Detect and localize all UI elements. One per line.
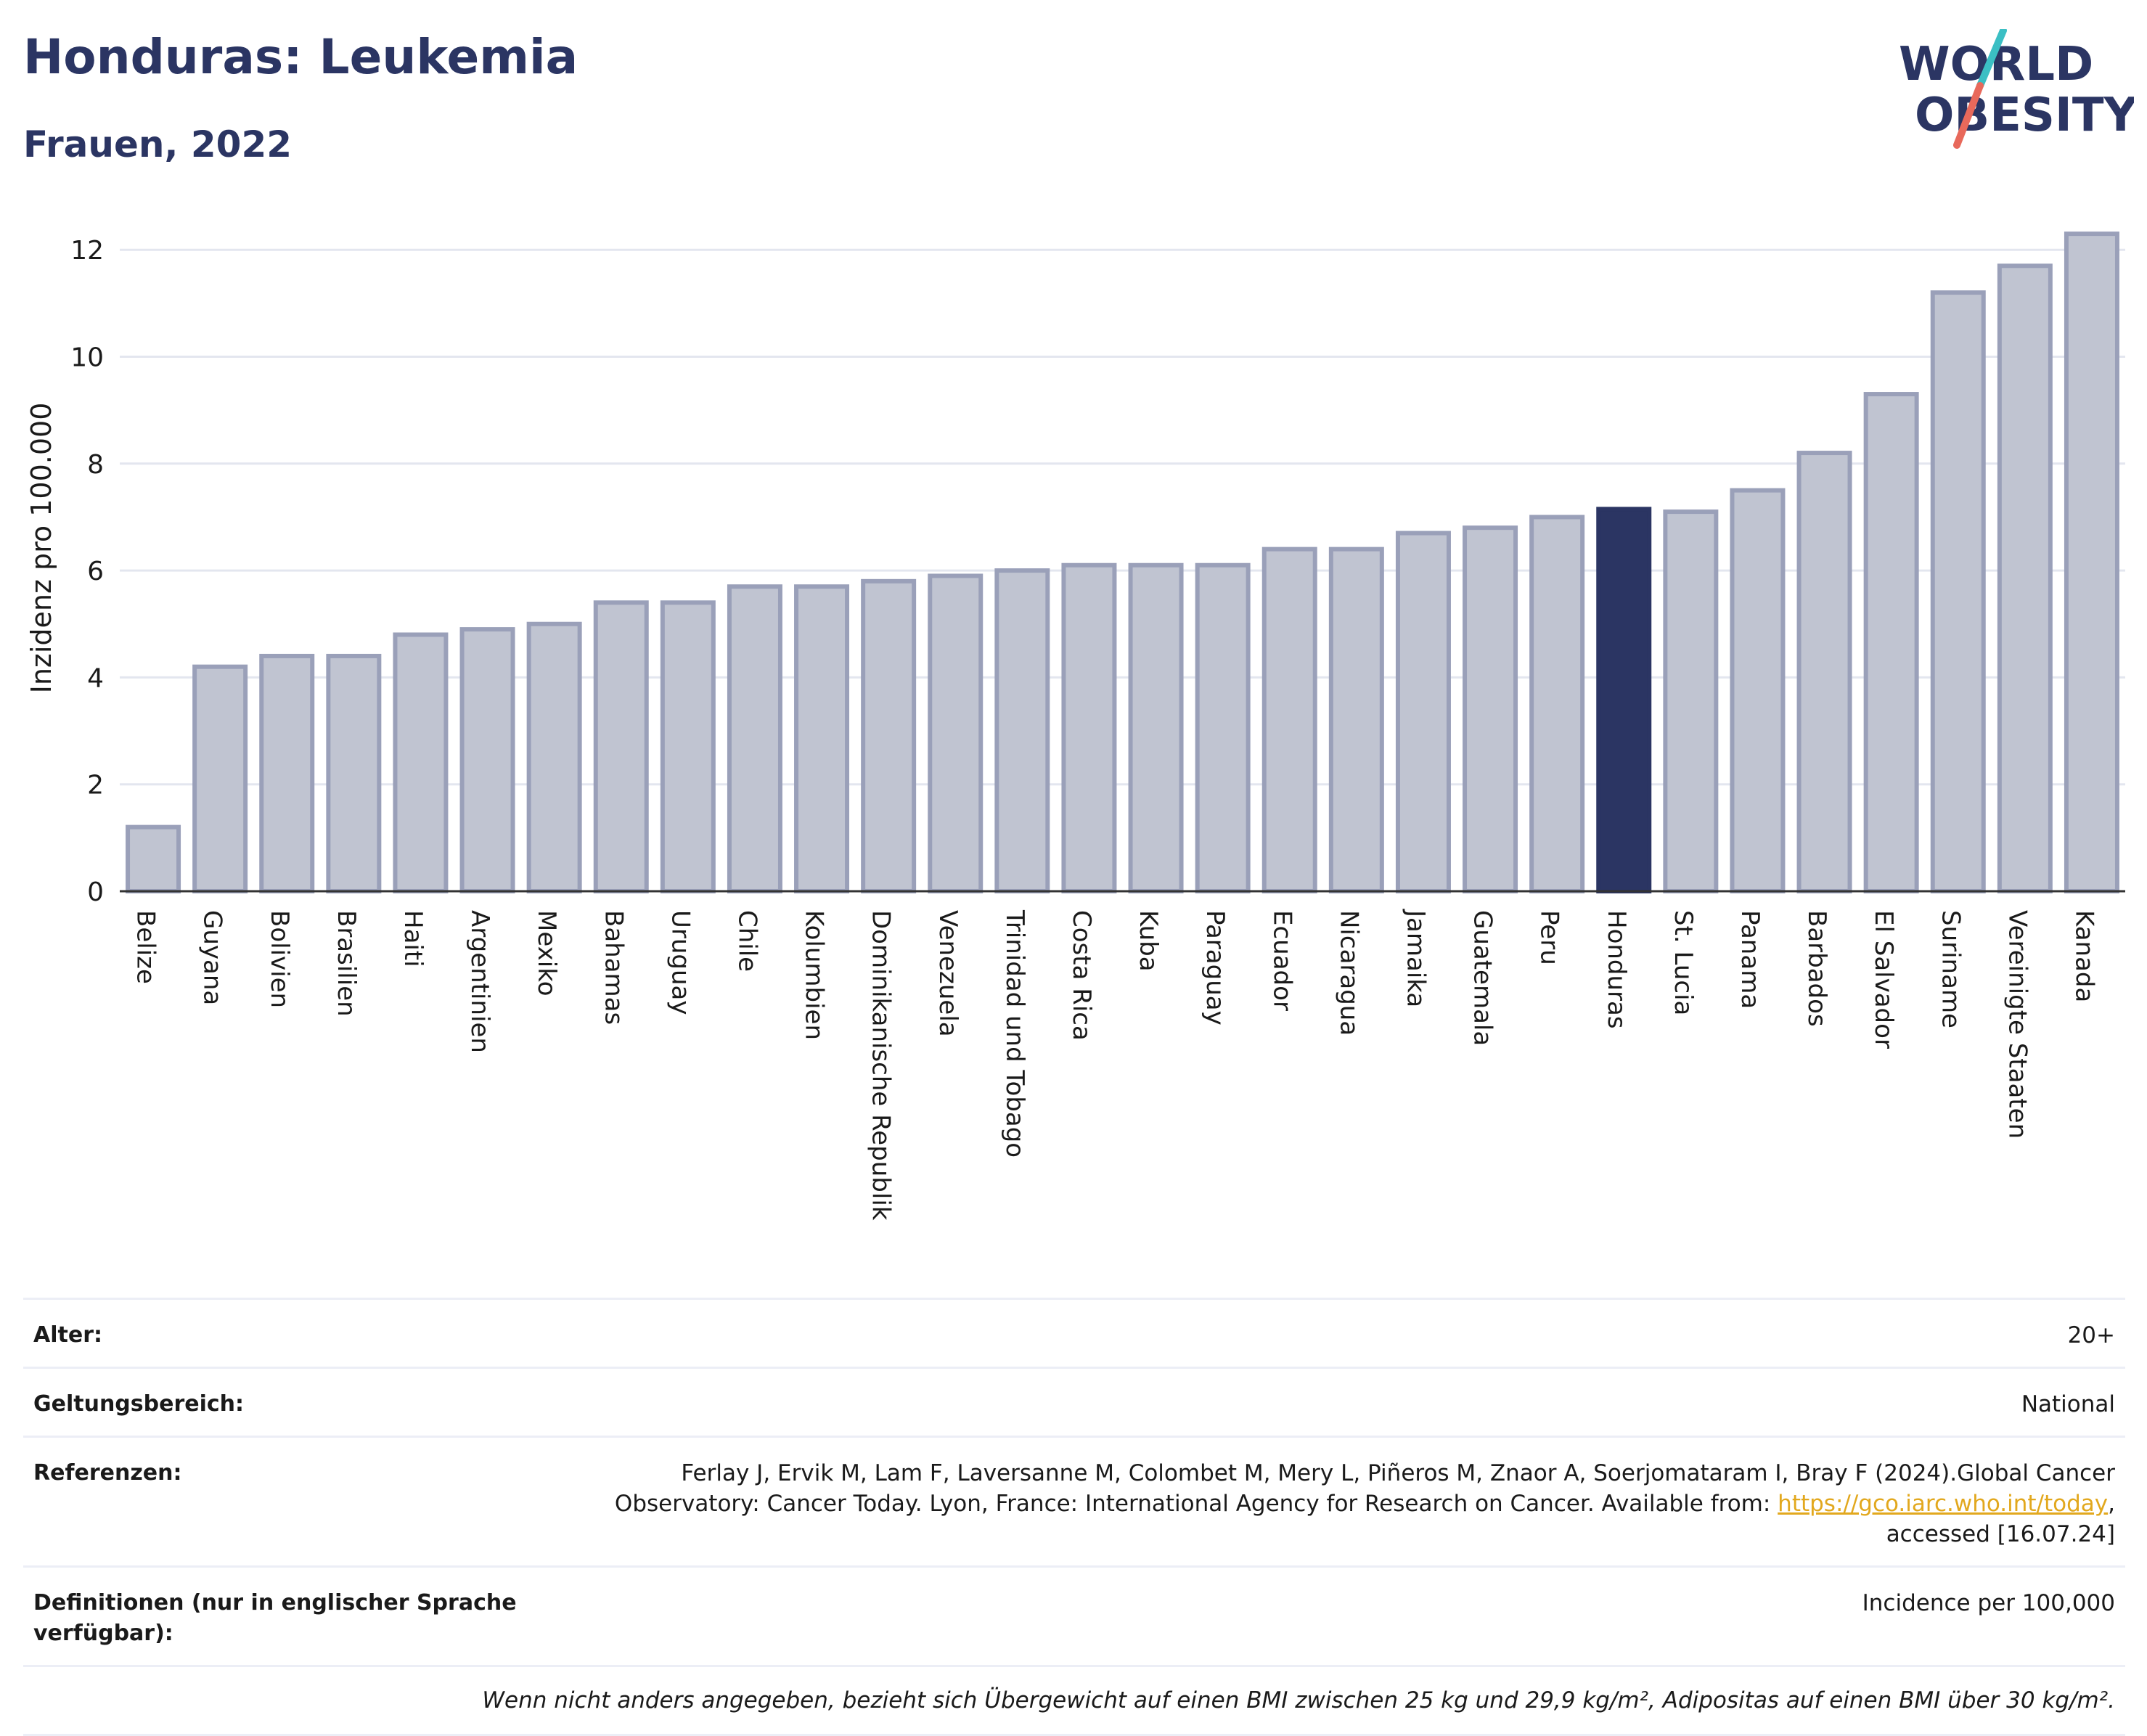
x-tick-label: Guatemala (1468, 910, 1497, 1046)
x-tick-label: Brasilien (332, 910, 361, 1017)
x-tick-label: Costa Rica (1067, 910, 1096, 1041)
bar-mexiko (526, 621, 582, 893)
x-tick-label: Kolumbien (800, 910, 829, 1040)
bar-chile (727, 584, 782, 893)
x-tick-label: Venezuela (933, 910, 962, 1037)
bar-peru (1529, 515, 1585, 893)
definitions-label: Definitionen (nur in englischer Sprache … (33, 1590, 517, 1646)
bar-barbados (1796, 451, 1852, 893)
scope-value: National (2021, 1391, 2115, 1417)
y-axis-label: Inzidenz pro 100.000 (25, 403, 57, 694)
scope-label: Geltungsbereich: (33, 1391, 245, 1417)
page-subtitle: Frauen, 2022 (23, 123, 293, 165)
bar-venezuela (928, 573, 983, 893)
x-tick-label: Haiti (398, 910, 428, 967)
bar-belize (126, 824, 181, 893)
bar-costa-rica (1061, 562, 1117, 893)
bar-honduras (1596, 507, 1652, 893)
x-tick-label: Dominikanische Republik (867, 910, 896, 1221)
references-label: Referenzen: (33, 1460, 182, 1486)
world-obesity-logo: WORLD OBESITY (1899, 29, 2134, 149)
grid-lines (120, 248, 2125, 786)
bar-bahamas (593, 600, 649, 893)
bar-chart: 0 2 4 6 8 10 12 Belize Guyana Bolivien Brasilien Ha… (25, 232, 2125, 1221)
meta-table: Alter: 20+ Geltungsbereich: National Ref… (23, 1298, 2125, 1736)
x-tick-label: Nicaragua (1334, 910, 1363, 1036)
x-tick-label: Honduras (1602, 910, 1631, 1029)
references-link[interactable]: https://gco.iarc.who.int/today (1778, 1491, 2109, 1517)
meta-row-age: Alter: 20+ (23, 1298, 2125, 1367)
x-tick-label: Ecuador (1267, 910, 1296, 1011)
age-value: 20+ (2067, 1322, 2115, 1348)
x-tick-label: Barbados (1802, 910, 1831, 1027)
references-text: Ferlay J, Ervik M, Lam F, Laversanne M, … (614, 1460, 2115, 1517)
page-title: Honduras: Leukemia (23, 29, 578, 85)
bar-dominikanische-republik (861, 578, 917, 893)
y-tick-label: 4 (87, 663, 104, 693)
meta-row-definitions: Definitionen (nur in englischer Sprache … (23, 1565, 2125, 1665)
x-tick-label: Mexiko (532, 910, 561, 996)
logo-text-obesity: OBESITY (1915, 89, 2134, 142)
bar-jamaika (1395, 531, 1451, 893)
bar-trinidad-und-tobago (994, 568, 1050, 893)
bar-haiti (393, 632, 449, 893)
meta-row-scope: Geltungsbereich: National (23, 1367, 2125, 1436)
y-tick-label: 12 (70, 236, 104, 266)
x-tick-label: Uruguay (666, 910, 695, 1015)
x-tick-label: Panama (1735, 910, 1764, 1009)
x-tick-label: Chile (732, 910, 761, 972)
x-tick-label: Argentinien (465, 910, 494, 1053)
bar-vereinigte-staaten (1997, 263, 2053, 893)
x-tick-label: Trinidad und Tobago (1000, 909, 1029, 1158)
x-tick-label: Suriname (1936, 910, 1965, 1028)
bars (126, 232, 2119, 894)
x-tick-label: Kanada (2069, 910, 2098, 1002)
footnote: Wenn nicht anders angegeben, bezieht sic… (23, 1665, 2125, 1736)
bar-kuba (1128, 562, 1184, 893)
bar-el-salvador (1863, 392, 1919, 893)
x-tick-label: El Salvador (1869, 910, 1898, 1049)
axes: 0 2 4 6 8 10 12 Belize Guyana Bolivien Brasilien Ha… (70, 236, 2125, 1221)
x-tick-label: Guyana (198, 910, 227, 1005)
x-tick-label: Belize (131, 910, 160, 984)
y-tick-label: 8 (87, 450, 104, 480)
x-tick-label: St. Lucia (1669, 910, 1698, 1015)
bar-nicaragua (1328, 546, 1384, 894)
bar-kanada (2064, 232, 2119, 894)
y-tick-label: 10 (70, 343, 104, 372)
x-tick-label: Bolivien (265, 910, 294, 1008)
meta-row-references: Referenzen: Ferlay J, Ervik M, Lam F, La… (23, 1436, 2125, 1565)
bar-bolivien (259, 653, 315, 894)
y-tick-label: 0 (87, 877, 104, 907)
y-tick-label: 6 (87, 557, 104, 586)
bar-suriname (1930, 290, 1986, 894)
bar-uruguay (660, 600, 716, 893)
definitions-value: Incidence per 100,000 (1862, 1590, 2115, 1616)
x-tick-label: Peru (1535, 910, 1564, 965)
y-tick-label: 2 (87, 771, 104, 801)
x-tick-label: Jamaika (1401, 909, 1430, 1007)
bar-guyana (192, 664, 248, 894)
x-tick-label: Bahamas (599, 910, 628, 1025)
bar-panama (1730, 488, 1786, 893)
x-tick-label: Paraguay (1201, 910, 1230, 1025)
bar-brasilien (326, 653, 382, 894)
logo-slash-teal (1976, 29, 2007, 89)
bar-st-lucia (1663, 509, 1719, 893)
bar-argentinien (459, 627, 515, 893)
x-tick-label: Kuba (1134, 910, 1163, 972)
bar-ecuador (1261, 546, 1317, 894)
logo-slash-red (1953, 82, 1984, 149)
bar-kolumbien (794, 584, 850, 893)
x-tick-label: Vereinigte Staaten (2003, 910, 2032, 1139)
references-accessed: , accessed [16.07.24] (1886, 1491, 2115, 1547)
references-value: Ferlay J, Ervik M, Lam F, Laversanne M, … (591, 1458, 2115, 1549)
bar-paraguay (1195, 562, 1251, 893)
bar-guatemala (1463, 525, 1518, 894)
age-label: Alter: (33, 1322, 102, 1348)
